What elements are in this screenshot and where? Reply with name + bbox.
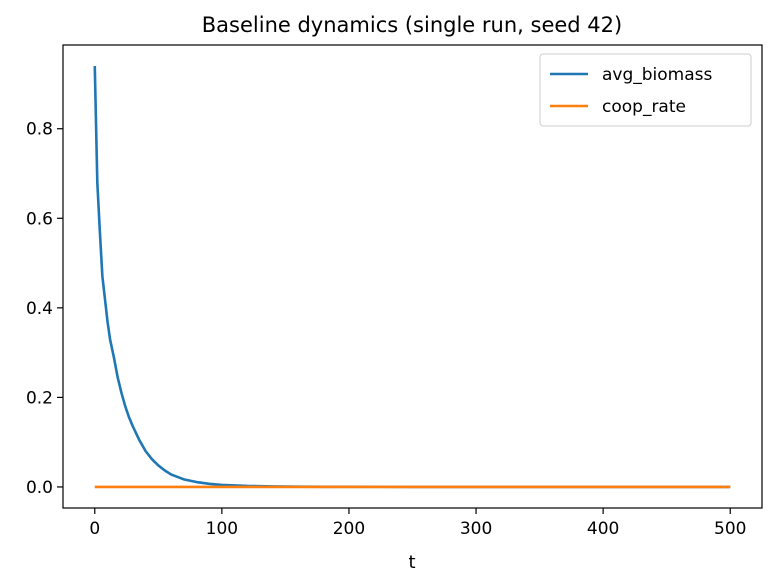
x-tick-label: 400 <box>587 519 619 539</box>
chart-title: Baseline dynamics (single run, seed 42) <box>202 13 622 37</box>
y-tick-label: 0.6 <box>26 209 53 229</box>
y-axis-ticks: 0.0 0.2 0.4 0.6 0.8 <box>26 120 63 498</box>
x-tick-label: 500 <box>714 519 746 539</box>
legend-box <box>539 53 752 127</box>
legend-label-avg-biomass: avg_biomass <box>602 65 713 85</box>
series-line-avg-biomass <box>93 66 731 489</box>
x-axis-label: t <box>408 552 415 573</box>
y-tick-label: 0.0 <box>26 478 53 498</box>
x-tick-label: 300 <box>460 519 492 539</box>
axes-frame <box>62 44 763 509</box>
plot-area: 0 100 200 300 400 500 0.0 0.2 0.4 0.6 0.8 <box>26 44 763 539</box>
y-tick-label: 0.2 <box>26 388 53 408</box>
x-tick-label: 100 <box>206 519 238 539</box>
series-layer <box>93 66 731 489</box>
y-tick-label: 0.4 <box>26 299 53 319</box>
x-tick-label: 200 <box>333 519 365 539</box>
legend-label-coop-rate: coop_rate <box>602 97 686 117</box>
x-tick-label: 0 <box>89 519 100 539</box>
y-tick-label: 0.8 <box>26 120 53 140</box>
x-axis-ticks: 0 100 200 300 400 500 <box>89 508 746 539</box>
legend: avg_biomass coop_rate <box>539 53 752 127</box>
